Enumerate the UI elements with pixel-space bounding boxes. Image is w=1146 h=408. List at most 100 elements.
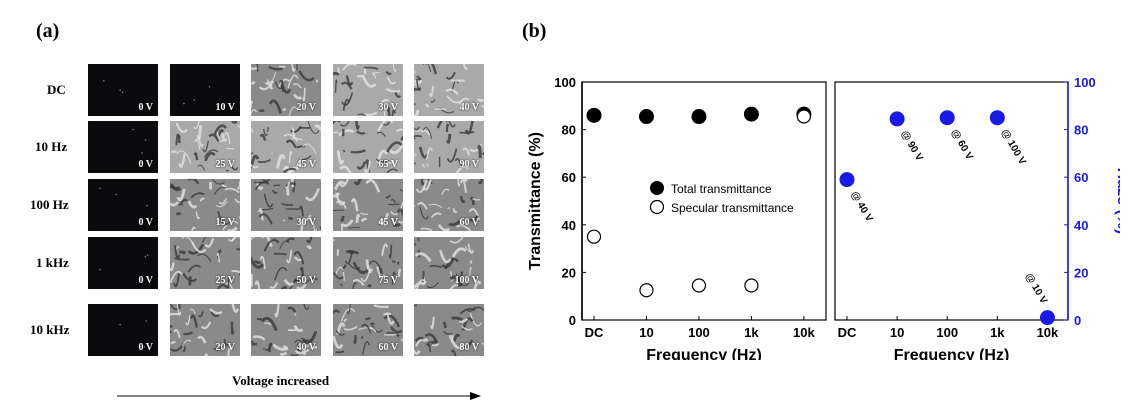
legend-label: Specular transmittance [671, 201, 794, 215]
x-tick-label: DC [838, 325, 857, 340]
annotation-label: @ 10 V [1023, 272, 1049, 306]
annotation-label: @ 100 V [999, 128, 1028, 167]
micrograph-tile: 30 V [333, 64, 403, 116]
y-tick-label: 0 [569, 313, 576, 328]
x-tick-label: 1k [744, 325, 759, 340]
voltage-label: 10 V [215, 102, 235, 113]
voltage-label: 60 V [459, 217, 479, 228]
micrograph-tile: 0 V [88, 64, 158, 116]
data-point [586, 107, 602, 123]
transmittance-plot: 0 20 40 60 80 100 DC 10 100 1k 10k Frequency (Hz) Tr… [527, 75, 827, 360]
micrograph-tile: 40 V [414, 64, 484, 116]
legend-marker [650, 181, 664, 195]
micrograph-tile: 25 V [170, 121, 240, 173]
legend-marker [649, 199, 665, 215]
row-label: 100 Hz [30, 197, 69, 212]
micrograph-tile: 40 V [251, 304, 321, 356]
data-point [586, 229, 602, 244]
data-point [939, 110, 955, 126]
voltage-label: 20 V [296, 102, 316, 113]
data-point [638, 109, 654, 125]
micrograph-tile: 25 V [170, 237, 240, 289]
data-point [691, 278, 707, 293]
x-tick-label: 100 [688, 325, 710, 340]
panel-b-label: (b) [522, 20, 547, 42]
voltage-label: 100 V [454, 275, 479, 286]
x-axis-title: Frequency (Hz) [894, 347, 1010, 360]
annotation-label: @ 60 V [949, 128, 975, 162]
micrograph-tile: 90 V [414, 121, 484, 173]
voltage-label: 0 V [138, 102, 153, 113]
micrograph-tile: 100 V [414, 237, 484, 289]
y-axis-title: Transmittance (%) [527, 132, 544, 270]
y-axis-title: Haze (%) [1114, 168, 1120, 235]
micrograph-tile: 20 V [170, 304, 240, 356]
micrograph-tile: 20 V [251, 64, 321, 116]
voltage-label: 30 V [378, 102, 398, 113]
x-tick-label: 10 [890, 325, 904, 340]
data-point [796, 109, 811, 124]
y-tick-label: 80 [562, 123, 576, 138]
voltage-label: 80 V [459, 342, 479, 353]
voltage-label: 15 V [215, 217, 235, 228]
y-tick-label: 100 [1074, 75, 1096, 90]
voltage-increased-label: Voltage increased [232, 373, 330, 388]
voltage-label: 65 V [378, 159, 398, 170]
voltage-label: 25 V [215, 159, 235, 170]
micrograph-tile: 0 V [88, 237, 158, 289]
y-tick-label: 20 [562, 265, 576, 280]
legend-label: Total transmittance [671, 182, 772, 196]
y-tick-label: 100 [554, 75, 576, 90]
voltage-label: 0 V [138, 275, 153, 286]
voltage-label: 45 V [296, 159, 316, 170]
x-tick-label: 10 [639, 325, 653, 340]
voltage-label: 90 V [459, 159, 479, 170]
voltage-label: 0 V [138, 217, 153, 228]
voltage-label: 40 V [459, 102, 479, 113]
y-tick-label: 20 [1074, 265, 1088, 280]
x-tick-label: 10k [793, 325, 815, 340]
micrograph-tile: 75 V [333, 237, 403, 289]
voltage-arrow [117, 392, 481, 400]
voltage-label: 0 V [138, 342, 153, 353]
y-tick-label: 60 [562, 170, 576, 185]
voltage-label: 45 V [378, 217, 398, 228]
data-point [839, 172, 855, 188]
micrograph-tile: 0 V [88, 179, 158, 231]
y-tick-label: 80 [1074, 123, 1088, 138]
micrograph-tile: 0 V [88, 121, 158, 173]
micrograph-tile: 15 V [170, 179, 240, 231]
voltage-label: 50 V [296, 275, 316, 286]
voltage-label: 75 V [378, 275, 398, 286]
row-label: DC [47, 82, 66, 97]
y-tick-label: 0 [1074, 313, 1081, 328]
haze-plot: 0 20 40 60 80 100 DC 10 100 1k 10k Frequency (Hz) Ha… [834, 75, 1120, 360]
y-tick-label: 40 [1074, 218, 1088, 233]
micrograph-tile: 60 V [333, 304, 403, 356]
micrograph-tile: 10 V [170, 64, 240, 116]
data-point [989, 110, 1005, 126]
data-point [889, 111, 905, 127]
voltage-label: 60 V [378, 342, 398, 353]
voltage-label: 30 V [296, 217, 316, 228]
x-tick-label: 100 [936, 325, 958, 340]
voltage-label: 40 V [296, 342, 316, 353]
x-tick-label: DC [585, 325, 604, 340]
x-axis-title: Frequency (Hz) [646, 347, 762, 360]
micrograph-tile: 80 V [414, 304, 484, 356]
row-label: 1 kHz [36, 255, 69, 270]
annotation-label: @ 90 V [899, 129, 925, 163]
micrograph-tile: 45 V [333, 179, 403, 231]
micrograph-tile: 65 V [333, 121, 403, 173]
data-point [691, 109, 707, 125]
y-tick-label: 60 [1074, 170, 1088, 185]
voltage-label: 25 V [215, 275, 235, 286]
x-tick-label: 1k [990, 325, 1005, 340]
voltage-label: 0 V [138, 159, 153, 170]
annotation-label: @ 40 V [848, 190, 874, 224]
data-point [639, 283, 654, 298]
row-label: 10 Hz [35, 139, 68, 154]
micrograph-tile: 30 V [251, 179, 321, 231]
micrograph-tile: 60 V [414, 179, 484, 231]
